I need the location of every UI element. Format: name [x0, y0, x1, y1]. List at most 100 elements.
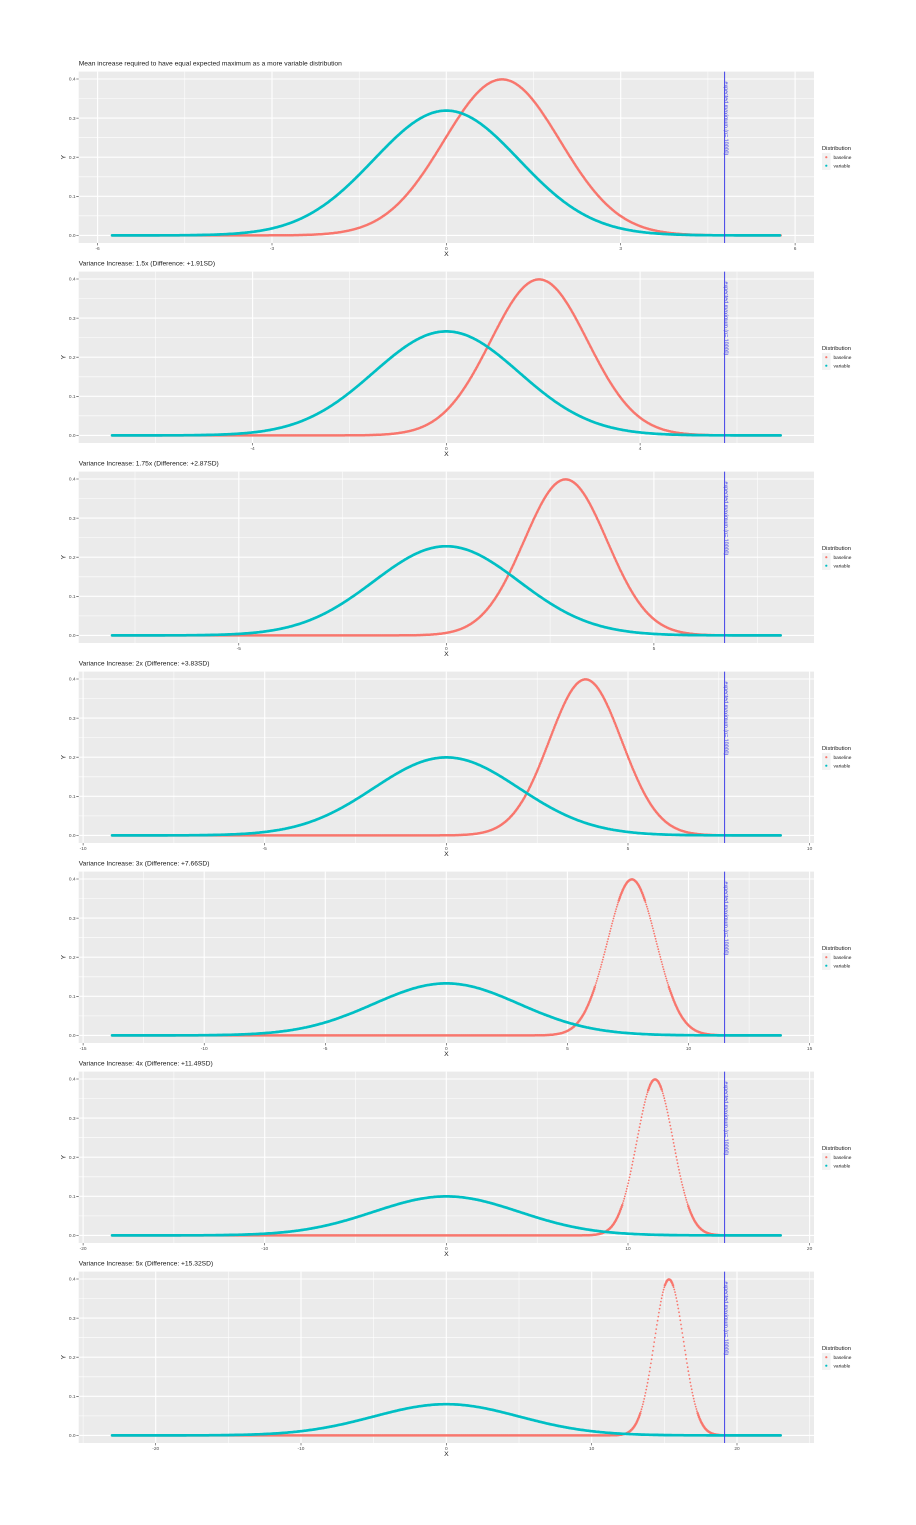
- svg-text:10: 10: [589, 1446, 595, 1452]
- svg-text:X: X: [444, 1451, 449, 1458]
- svg-text:Y: Y: [60, 1354, 67, 1359]
- svg-text:0.1: 0.1: [69, 194, 76, 200]
- svg-text:0: 0: [445, 846, 448, 852]
- svg-text:-10: -10: [298, 1446, 305, 1452]
- svg-text:0.2: 0.2: [69, 955, 76, 961]
- svg-text:0.0: 0.0: [69, 633, 76, 639]
- svg-text:3: 3: [619, 246, 622, 252]
- svg-text:Variance Increase: 3x (Differe: Variance Increase: 3x (Difference: +7.66…: [79, 860, 210, 867]
- svg-text:-20: -20: [80, 1246, 87, 1252]
- svg-text:0.0: 0.0: [69, 1033, 76, 1039]
- svg-text:0: 0: [445, 1446, 448, 1452]
- svg-text:Variance Increase: 5x (Differe: Variance Increase: 5x (Difference: +15.3…: [79, 1260, 214, 1267]
- svg-text:10: 10: [686, 1046, 692, 1052]
- svg-text:X: X: [444, 1251, 449, 1258]
- svg-text:4: 4: [639, 446, 642, 452]
- svg-text:expected maximum (n= 10000): expected maximum (n= 10000): [723, 82, 729, 156]
- svg-text:0.1: 0.1: [69, 994, 76, 1000]
- svg-text:0: 0: [445, 1246, 448, 1252]
- svg-text:20: 20: [807, 1246, 813, 1252]
- svg-text:0.2: 0.2: [69, 355, 76, 361]
- svg-text:0.0: 0.0: [69, 1433, 76, 1439]
- svg-text:Distribution: Distribution: [822, 946, 851, 952]
- svg-text:10: 10: [807, 846, 813, 852]
- svg-text:0.4: 0.4: [69, 77, 76, 83]
- svg-text:0.4: 0.4: [69, 1077, 76, 1083]
- svg-text:baseline: baseline: [834, 1355, 852, 1361]
- svg-text:variable: variable: [834, 563, 851, 569]
- svg-text:Distribution: Distribution: [822, 546, 851, 552]
- svg-text:0: 0: [445, 246, 448, 252]
- svg-text:0.4: 0.4: [69, 677, 76, 683]
- svg-text:0.3: 0.3: [69, 1116, 76, 1122]
- svg-text:0.3: 0.3: [69, 316, 76, 322]
- svg-text:-10: -10: [80, 846, 87, 852]
- svg-text:0.4: 0.4: [69, 877, 76, 883]
- svg-text:X: X: [444, 851, 449, 858]
- svg-text:-15: -15: [80, 1046, 87, 1052]
- svg-text:variable: variable: [834, 363, 851, 369]
- svg-text:15: 15: [807, 1046, 813, 1052]
- svg-text:variable: variable: [834, 963, 851, 969]
- svg-text:0.3: 0.3: [69, 1316, 76, 1322]
- svg-text:0.2: 0.2: [69, 755, 76, 761]
- svg-text:Variance Increase: 1.5x (Diffe: Variance Increase: 1.5x (Difference: +1.…: [79, 260, 215, 267]
- svg-text:baseline: baseline: [834, 1155, 852, 1161]
- svg-text:baseline: baseline: [834, 555, 852, 561]
- svg-text:0.0: 0.0: [69, 833, 76, 839]
- svg-text:expected maximum (n= 10000): expected maximum (n= 10000): [723, 1282, 729, 1356]
- svg-text:Variance Increase: 4x (Differe: Variance Increase: 4x (Difference: +11.4…: [79, 1060, 213, 1067]
- svg-text:0: 0: [445, 446, 448, 452]
- svg-text:0.2: 0.2: [69, 155, 76, 161]
- svg-text:expected maximum (n= 10000): expected maximum (n= 10000): [723, 282, 729, 356]
- svg-text:0.4: 0.4: [69, 1277, 76, 1283]
- svg-text:0.4: 0.4: [69, 477, 76, 483]
- svg-text:Variance Increase: 2x (Differe: Variance Increase: 2x (Difference: +3.83…: [79, 660, 210, 667]
- svg-text:X: X: [444, 651, 449, 658]
- svg-text:variable: variable: [834, 163, 851, 169]
- svg-text:5: 5: [627, 846, 630, 852]
- svg-text:Distribution: Distribution: [822, 346, 851, 352]
- svg-text:expected maximum (n= 10000): expected maximum (n= 10000): [723, 1082, 729, 1156]
- svg-text:0.3: 0.3: [69, 916, 76, 922]
- svg-text:Distribution: Distribution: [822, 146, 851, 152]
- svg-text:0.0: 0.0: [69, 1233, 76, 1239]
- svg-text:Y: Y: [60, 1154, 67, 1159]
- svg-text:0.2: 0.2: [69, 1155, 76, 1161]
- svg-text:0.0: 0.0: [69, 233, 76, 239]
- svg-text:baseline: baseline: [834, 755, 852, 761]
- svg-text:0.1: 0.1: [69, 794, 76, 800]
- svg-text:Mean increase required to have: Mean increase required to have equal exp…: [79, 60, 342, 67]
- svg-text:0.2: 0.2: [69, 1355, 76, 1361]
- svg-text:5: 5: [566, 1046, 569, 1052]
- svg-text:-10: -10: [261, 1246, 268, 1252]
- svg-text:Distribution: Distribution: [822, 1146, 851, 1152]
- svg-text:6: 6: [794, 246, 797, 252]
- svg-text:-5: -5: [263, 846, 268, 852]
- svg-text:variable: variable: [834, 763, 851, 769]
- svg-text:X: X: [444, 451, 449, 458]
- svg-text:baseline: baseline: [834, 355, 852, 361]
- svg-text:0: 0: [445, 646, 448, 652]
- svg-text:0.3: 0.3: [69, 116, 76, 122]
- svg-text:0: 0: [445, 1046, 448, 1052]
- svg-text:0.4: 0.4: [69, 277, 76, 283]
- svg-text:20: 20: [734, 1446, 740, 1452]
- svg-text:-10: -10: [201, 1046, 208, 1052]
- svg-text:0.1: 0.1: [69, 394, 76, 400]
- svg-text:0.0: 0.0: [69, 433, 76, 439]
- svg-text:0.1: 0.1: [69, 1394, 76, 1400]
- svg-text:expected maximum (n= 10000): expected maximum (n= 10000): [723, 682, 729, 756]
- svg-text:Variance Increase: 1.75x (Diff: Variance Increase: 1.75x (Difference: +2…: [79, 460, 219, 467]
- svg-text:-4: -4: [250, 446, 255, 452]
- svg-text:baseline: baseline: [834, 155, 852, 161]
- svg-text:0.2: 0.2: [69, 555, 76, 561]
- svg-text:Y: Y: [60, 154, 67, 159]
- svg-text:-5: -5: [323, 1046, 328, 1052]
- svg-text:Y: Y: [60, 354, 67, 359]
- svg-text:-6: -6: [95, 246, 100, 252]
- svg-text:variable: variable: [834, 1163, 851, 1169]
- svg-text:baseline: baseline: [834, 955, 852, 961]
- svg-text:-5: -5: [237, 646, 242, 652]
- svg-text:0.3: 0.3: [69, 516, 76, 522]
